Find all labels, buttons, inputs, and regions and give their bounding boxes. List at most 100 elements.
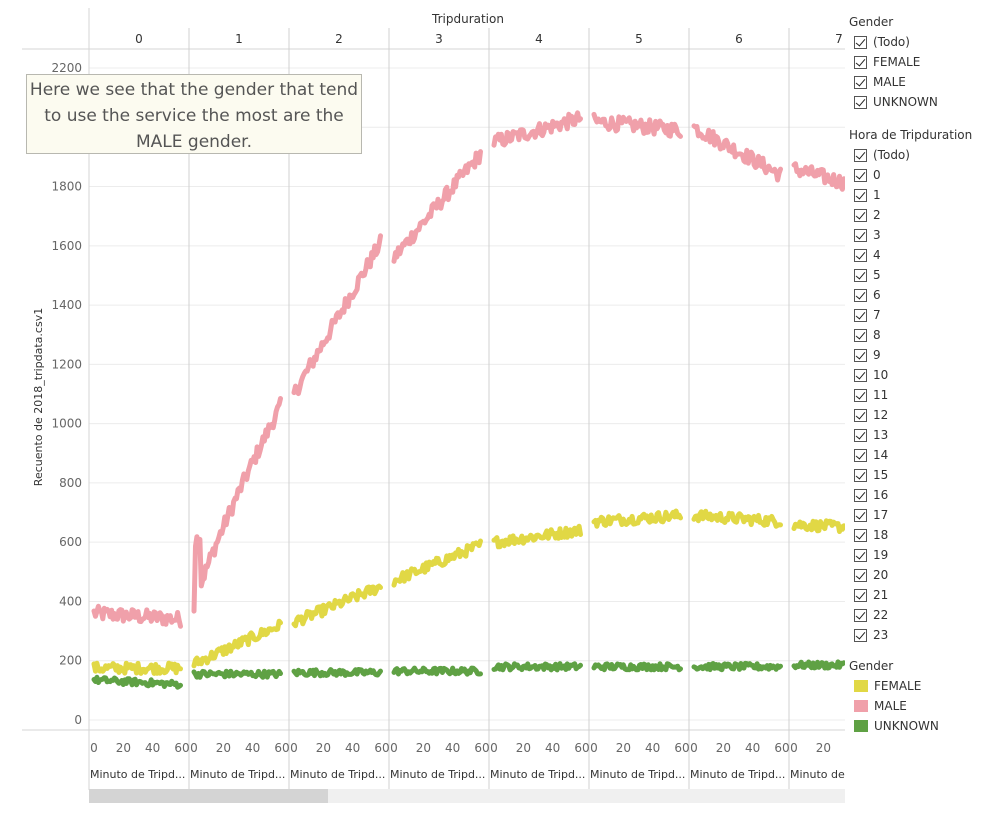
hour-filter-option-label: 6	[873, 288, 881, 302]
y-tick-label: 1400	[51, 298, 82, 312]
hour-filter-option[interactable]: 10	[849, 365, 999, 385]
hour-filter-option-label: 20	[873, 568, 889, 582]
checkbox-icon[interactable]	[854, 468, 867, 482]
panel-header: 2	[335, 32, 343, 46]
hour-filter-option[interactable]: 23	[849, 625, 999, 645]
checkbox-icon[interactable]	[854, 268, 867, 282]
scrollbar-thumb[interactable]	[89, 789, 328, 803]
hour-filter-option-label: 21	[873, 588, 889, 602]
gender-filter-option[interactable]: (Todo)	[849, 32, 999, 52]
checkbox-icon[interactable]	[854, 148, 867, 162]
series-line-female-panel-0	[91, 660, 183, 676]
hour-filter-option[interactable]: 13	[849, 425, 999, 445]
gender-filter-option[interactable]: FEMALE	[849, 52, 999, 72]
checkbox-icon[interactable]	[854, 288, 867, 302]
hour-filter-option[interactable]: 7	[849, 305, 999, 325]
legend-swatch	[854, 700, 868, 712]
hour-filter-option[interactable]: 12	[849, 405, 999, 425]
series-line-female-panel-3	[391, 538, 483, 588]
hour-filter-option[interactable]: 0	[849, 165, 999, 185]
series-line-unknown-panel-4	[491, 661, 583, 673]
series-line-unknown-panel-3	[391, 665, 483, 677]
series-line-male-panel-4	[491, 110, 583, 148]
checkbox-icon[interactable]	[854, 168, 867, 182]
hour-filter-option[interactable]: 16	[849, 485, 999, 505]
series-line-male-panel-5	[591, 111, 683, 139]
y-axis-label: Recuento de 2018_tripdata.csv1	[32, 308, 45, 486]
hour-filter-option[interactable]: 5	[849, 265, 999, 285]
x-tick-label: 60	[774, 741, 789, 755]
hour-filter-option-label: 9	[873, 348, 881, 362]
checkbox-icon[interactable]	[854, 588, 867, 602]
hour-filter-option[interactable]: 2	[849, 205, 999, 225]
panel-header: 3	[435, 32, 443, 46]
checkbox-icon[interactable]	[854, 228, 867, 242]
checkbox-icon[interactable]	[854, 248, 867, 262]
legend-swatch	[854, 720, 868, 732]
hour-filter-option-label: 15	[873, 468, 889, 482]
checkbox-icon[interactable]	[854, 75, 867, 89]
gender-filter-option[interactable]: MALE	[849, 72, 999, 92]
gender-filter-option-label: (Todo)	[873, 35, 910, 49]
x-tick-label: 20	[316, 741, 331, 755]
x-tick-label: 40	[745, 741, 760, 755]
hour-filter-option-label: 22	[873, 608, 889, 622]
hour-filter-option[interactable]: 4	[849, 245, 999, 265]
checkbox-icon[interactable]	[854, 608, 867, 622]
x-tick-label: 40	[445, 741, 460, 755]
hour-filter-option-label: 23	[873, 628, 889, 642]
x-tick-label: 0	[590, 741, 598, 755]
checkbox-icon[interactable]	[854, 35, 867, 49]
checkbox-icon[interactable]	[854, 448, 867, 462]
checkbox-icon[interactable]	[854, 548, 867, 562]
hour-filter-option[interactable]: 18	[849, 525, 999, 545]
legend-item[interactable]: MALE	[849, 696, 999, 716]
checkbox-icon[interactable]	[854, 208, 867, 222]
hour-filter-option[interactable]: 14	[849, 445, 999, 465]
hour-filter-list: (Todo) 0 1 2 3 4 5 6 7 8 9 10 11 12 13 14 15 16 17 18 19 20 21…	[849, 145, 999, 645]
sidebar: Gender (Todo) FEMALE MALE UNKNOWN Hora de T…	[849, 12, 999, 736]
checkbox-icon[interactable]	[854, 388, 867, 402]
checkbox-icon[interactable]	[854, 55, 867, 69]
hour-filter-option[interactable]: 3	[849, 225, 999, 245]
checkbox-icon[interactable]	[854, 328, 867, 342]
hour-filter-option[interactable]: 15	[849, 465, 999, 485]
hour-filter-option[interactable]: 9	[849, 345, 999, 365]
hour-filter-option[interactable]: 1	[849, 185, 999, 205]
checkbox-icon[interactable]	[854, 308, 867, 322]
checkbox-icon[interactable]	[854, 628, 867, 642]
hour-filter-option[interactable]: 11	[849, 385, 999, 405]
annotation-box: Here we see that the gender that tend to…	[26, 74, 362, 154]
hour-filter-option[interactable]: 17	[849, 505, 999, 525]
series-lines	[91, 110, 845, 690]
hour-filter-option[interactable]: (Todo)	[849, 145, 999, 165]
panel-header: 5	[635, 32, 643, 46]
hour-filter-option[interactable]: 22	[849, 605, 999, 625]
checkbox-icon[interactable]	[854, 408, 867, 422]
hour-filter-option[interactable]: 19	[849, 545, 999, 565]
legend-label: MALE	[874, 699, 907, 713]
x-tick-label: 20	[816, 741, 831, 755]
checkbox-icon[interactable]	[854, 368, 867, 382]
checkbox-icon[interactable]	[854, 508, 867, 522]
checkbox-icon[interactable]	[854, 568, 867, 582]
legend-item[interactable]: UNKNOWN	[849, 716, 999, 736]
series-line-male-panel-6	[691, 123, 783, 183]
gender-filter-option-label: UNKNOWN	[873, 95, 938, 109]
hour-filter-option[interactable]: 21	[849, 585, 999, 605]
legend-item[interactable]: FEMALE	[849, 676, 999, 696]
legend-title: Gender	[849, 659, 894, 673]
checkbox-icon[interactable]	[854, 428, 867, 442]
hour-filter-option[interactable]: 6	[849, 285, 999, 305]
hour-filter-option[interactable]: 20	[849, 565, 999, 585]
x-axis-label: Minuto de	[790, 768, 845, 781]
checkbox-icon[interactable]	[854, 528, 867, 542]
hour-filter-option[interactable]: 8	[849, 325, 999, 345]
horizontal-scrollbar[interactable]	[89, 789, 845, 803]
checkbox-icon[interactable]	[854, 488, 867, 502]
checkbox-icon[interactable]	[854, 95, 867, 109]
gender-filter-option[interactable]: UNKNOWN	[849, 92, 999, 112]
series-line-female-panel-4	[491, 523, 583, 550]
checkbox-icon[interactable]	[854, 348, 867, 362]
checkbox-icon[interactable]	[854, 188, 867, 202]
